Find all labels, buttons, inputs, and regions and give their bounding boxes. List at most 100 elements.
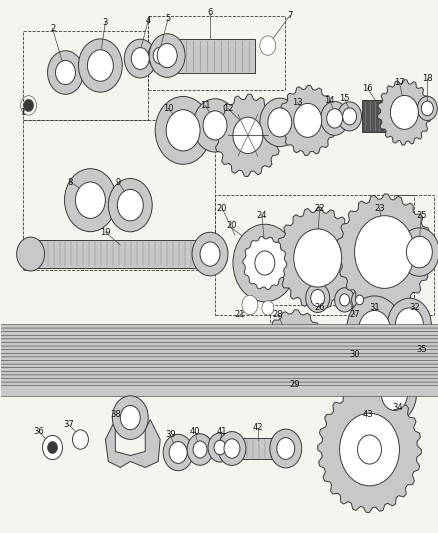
Circle shape — [417, 96, 436, 120]
Circle shape — [87, 50, 113, 81]
Text: 41: 41 — [216, 427, 227, 436]
Circle shape — [254, 251, 274, 275]
Circle shape — [354, 216, 413, 288]
FancyBboxPatch shape — [0, 378, 438, 389]
Circle shape — [358, 310, 389, 349]
Text: 32: 32 — [408, 303, 419, 312]
Bar — [23, 30, 148, 120]
Text: 19: 19 — [100, 228, 110, 237]
Circle shape — [293, 229, 341, 287]
Polygon shape — [242, 237, 286, 289]
Circle shape — [233, 117, 262, 154]
Circle shape — [276, 438, 294, 459]
Text: 26: 26 — [314, 303, 324, 312]
Text: 42: 42 — [252, 423, 262, 432]
Text: 31: 31 — [368, 303, 379, 312]
Text: 20: 20 — [216, 204, 227, 213]
Circle shape — [399, 228, 438, 276]
Circle shape — [169, 442, 187, 463]
Text: 1: 1 — [20, 108, 25, 117]
Text: 17: 17 — [393, 78, 404, 87]
FancyBboxPatch shape — [0, 350, 438, 360]
Bar — [23, 120, 215, 270]
Circle shape — [108, 179, 152, 232]
Circle shape — [120, 406, 140, 430]
Text: 34: 34 — [391, 403, 402, 412]
Bar — [394, 195, 433, 315]
FancyBboxPatch shape — [0, 357, 438, 368]
Bar — [148, 15, 284, 91]
Text: 16: 16 — [361, 84, 372, 93]
Circle shape — [342, 108, 356, 125]
Circle shape — [149, 34, 185, 77]
Circle shape — [42, 435, 62, 459]
Circle shape — [112, 396, 148, 439]
Polygon shape — [214, 94, 281, 176]
Circle shape — [395, 308, 422, 342]
Circle shape — [163, 434, 193, 471]
Circle shape — [310, 289, 324, 306]
Text: 30: 30 — [349, 350, 359, 359]
Circle shape — [200, 242, 219, 266]
Text: 15: 15 — [339, 94, 349, 103]
Circle shape — [24, 99, 34, 111]
Circle shape — [75, 182, 105, 219]
Circle shape — [155, 96, 211, 164]
Text: 27: 27 — [349, 310, 359, 319]
Polygon shape — [265, 310, 323, 380]
Text: 12: 12 — [222, 104, 233, 113]
Text: 14: 14 — [324, 96, 334, 105]
FancyBboxPatch shape — [0, 372, 438, 382]
Circle shape — [166, 110, 200, 151]
FancyBboxPatch shape — [0, 332, 438, 342]
Text: 37: 37 — [63, 420, 74, 429]
Text: 20: 20 — [226, 221, 237, 230]
FancyBboxPatch shape — [0, 360, 438, 371]
FancyBboxPatch shape — [0, 335, 438, 346]
FancyBboxPatch shape — [0, 382, 438, 393]
FancyBboxPatch shape — [0, 328, 438, 339]
Circle shape — [187, 434, 212, 465]
Circle shape — [261, 301, 273, 315]
Circle shape — [148, 41, 172, 70]
Circle shape — [208, 433, 231, 462]
Text: 29: 29 — [289, 380, 299, 389]
FancyBboxPatch shape — [0, 343, 438, 353]
Circle shape — [320, 101, 348, 135]
Text: 23: 23 — [373, 204, 384, 213]
Circle shape — [124, 39, 156, 78]
Polygon shape — [317, 386, 420, 513]
Circle shape — [193, 99, 237, 152]
Text: 6: 6 — [207, 8, 212, 17]
Circle shape — [218, 432, 245, 465]
Bar — [361, 100, 389, 132]
Text: 4: 4 — [145, 16, 151, 25]
Bar — [231, 438, 284, 459]
Text: 7: 7 — [286, 11, 292, 20]
FancyBboxPatch shape — [0, 386, 438, 397]
Circle shape — [294, 357, 324, 393]
Text: 18: 18 — [421, 74, 432, 83]
Circle shape — [153, 47, 167, 64]
Circle shape — [193, 441, 207, 458]
Bar — [215, 195, 413, 315]
Polygon shape — [275, 207, 359, 309]
Text: 21: 21 — [234, 310, 245, 319]
Text: 28: 28 — [272, 310, 283, 319]
Text: 25: 25 — [415, 211, 426, 220]
Text: 38: 38 — [110, 410, 120, 419]
Text: 10: 10 — [162, 104, 173, 113]
Text: 24: 24 — [256, 211, 266, 220]
Circle shape — [372, 368, 415, 421]
Circle shape — [346, 296, 402, 364]
Circle shape — [407, 357, 425, 378]
Polygon shape — [105, 419, 160, 467]
FancyBboxPatch shape — [0, 353, 438, 364]
Circle shape — [267, 108, 291, 137]
Circle shape — [355, 295, 363, 305]
Circle shape — [334, 288, 354, 312]
Bar — [31, 240, 209, 268]
Text: 9: 9 — [116, 177, 121, 187]
Circle shape — [301, 365, 317, 384]
Circle shape — [233, 224, 296, 302]
